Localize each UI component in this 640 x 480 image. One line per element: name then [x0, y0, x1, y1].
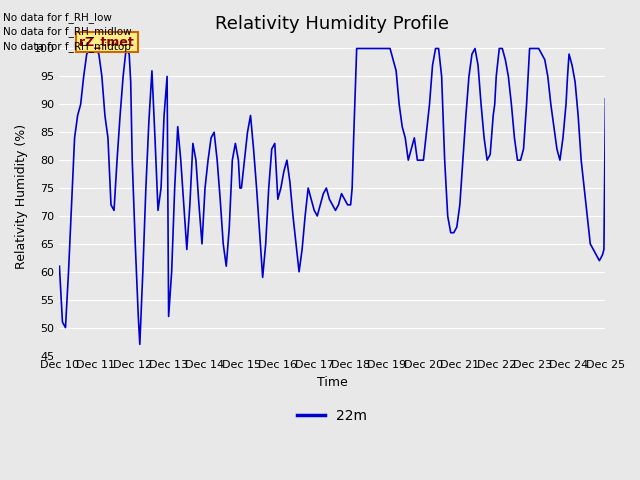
Text: No data for f_RH_midtop: No data for f_RH_midtop: [3, 41, 131, 52]
Text: No data for f_RH_midlow: No data for f_RH_midlow: [3, 26, 132, 37]
Legend: 22m: 22m: [292, 403, 373, 428]
Text: No data for f_RH_low: No data for f_RH_low: [3, 12, 112, 23]
Y-axis label: Relativity Humidity (%): Relativity Humidity (%): [15, 124, 28, 269]
X-axis label: Time: Time: [317, 376, 348, 389]
Text: rZ_tmet: rZ_tmet: [79, 36, 134, 48]
Title: Relativity Humidity Profile: Relativity Humidity Profile: [216, 15, 449, 33]
